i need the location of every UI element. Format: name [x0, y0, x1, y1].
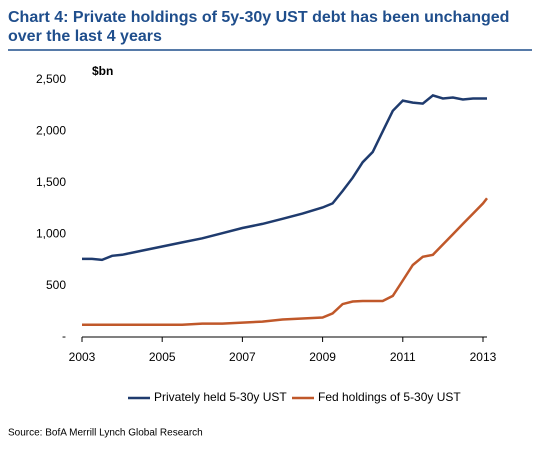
legend-label: Privately held 5-30y UST [154, 390, 287, 404]
title-line: over the last 4 years [8, 28, 162, 45]
source: Source: BofA Merrill Lynch Global Resear… [8, 428, 203, 439]
series-line [82, 197, 488, 326]
y-tick-label: 2,500 [36, 72, 66, 86]
chart-title: Chart 4: Private holdings of 5y-30y UST … [8, 9, 509, 45]
legend-label: Fed holdings of 5-30y UST [318, 390, 461, 404]
title-line: Chart 4: Private holdings of 5y-30y UST … [8, 9, 509, 26]
x-tick-label: 2007 [229, 350, 256, 364]
x-tick-label: 2013 [470, 350, 497, 364]
x-tick-label: 2003 [69, 350, 96, 364]
y-tick-label: 1,000 [36, 226, 66, 240]
x-tick-label: 2005 [149, 350, 176, 364]
x-tick-label: 2011 [390, 350, 416, 364]
series-line [82, 94, 487, 262]
y-tick-label: 500 [46, 278, 66, 292]
y-unit: $bn [92, 64, 113, 78]
y-tick-label: - [62, 329, 66, 343]
x-tick-label: 2009 [309, 350, 336, 364]
y-tick-label: 2,000 [36, 124, 66, 138]
y-tick-label: 1,500 [36, 175, 66, 189]
